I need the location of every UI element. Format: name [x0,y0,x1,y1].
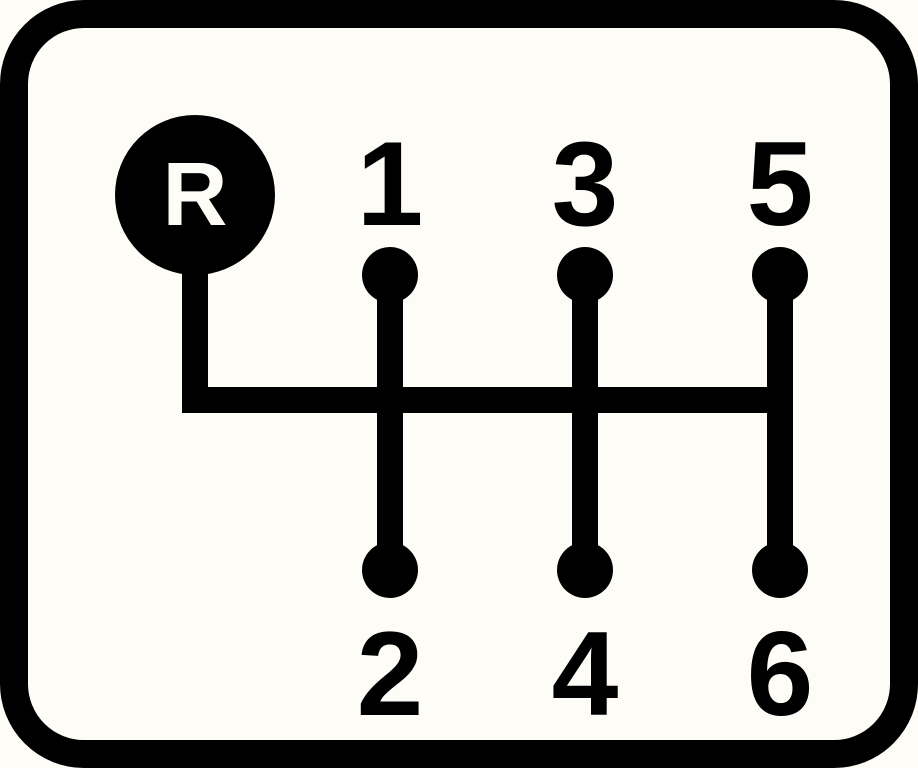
gear-6-label: 6 [747,607,814,741]
gear-shift-diagram: R 135 246 [0,0,918,768]
gear-1-label: 1 [357,117,424,251]
shift-gate [195,195,780,570]
gear-2-label: 2 [357,607,424,741]
gear-3-label: 3 [552,117,619,251]
gear-4-label: 4 [552,607,619,741]
gear-5-label: 5 [747,117,814,251]
reverse-label: R [163,145,228,245]
